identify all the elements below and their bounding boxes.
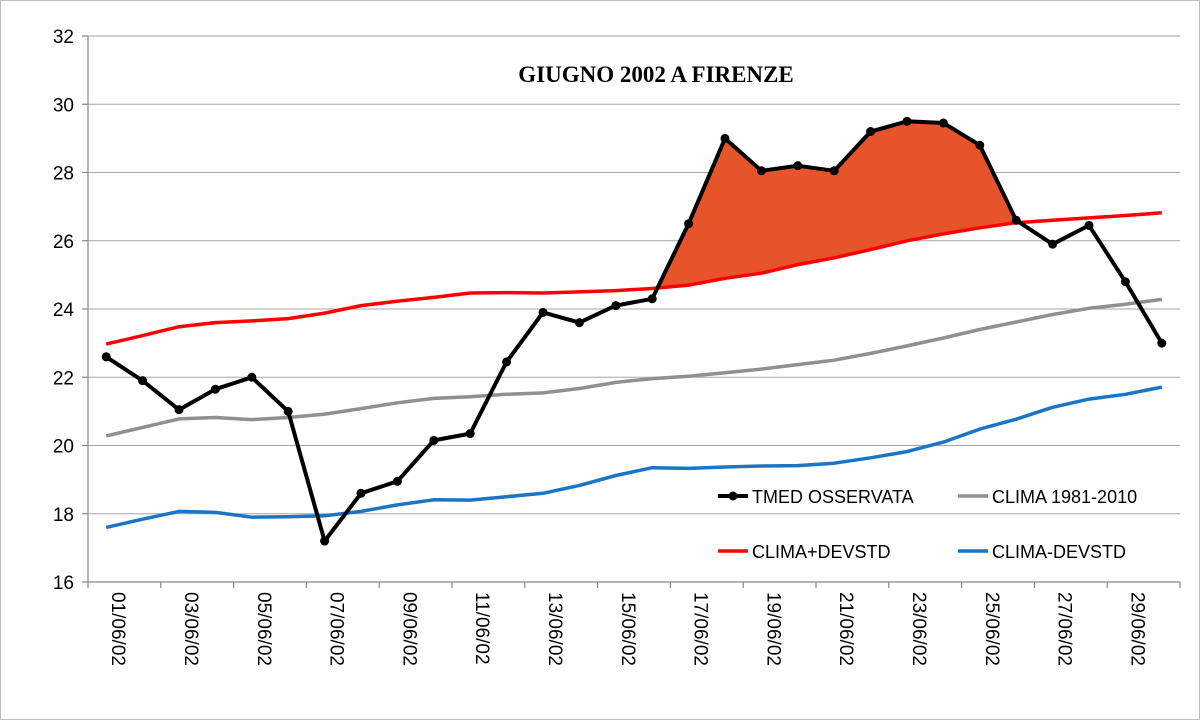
legend-item-clima-devstd: CLIMA-DEVSTD [958,542,1126,562]
series-tmed-osservata [101,116,1167,546]
x-tick-label: 15/06/02 [617,592,638,666]
legend-item-clima-devstd: CLIMA+DEVSTD [718,542,891,562]
series-clima-1981-2010 [105,297,1163,438]
data-point [574,318,584,328]
data-point [174,405,184,415]
data-point [902,116,912,126]
data-point [247,372,257,382]
data-point [283,406,293,416]
legend-label: CLIMA+DEVSTD [752,542,891,562]
y-tick-labels: 16 18 20 22 24 26 28 30 32 [53,27,75,594]
data-point [210,384,220,394]
y-tick-label: 26 [53,232,74,253]
data-point [1011,215,1021,225]
series-clima-devstd [105,385,1163,530]
y-tick-label: 22 [53,368,74,389]
data-point [647,294,657,304]
data-point [1157,338,1167,348]
axes [82,35,1181,588]
data-point [1048,239,1058,249]
x-tick-label: 07/06/02 [326,592,347,666]
series-line-tmed-osservata [105,119,1164,544]
legend-label: CLIMA 1981-2010 [992,487,1137,507]
y-tick-label: 30 [53,95,74,116]
x-tick-label: 11/06/02 [471,592,492,665]
data-point [356,488,366,498]
x-tick-label: 03/06/02 [180,592,201,666]
x-tick-label: 27/06/02 [1054,592,1075,666]
x-tick-label: 09/06/02 [398,592,419,666]
highlight-area [657,121,1020,288]
legend-item-clima-1981-2010: CLIMA 1981-2010 [958,487,1137,507]
series-lines [101,116,1167,546]
series-line-clima-devstd [105,385,1163,530]
data-point [1120,277,1130,287]
legend-label: TMED OSSERVATA [752,487,914,507]
y-tick-label: 24 [53,300,75,321]
x-tick-label: 23/06/02 [908,592,929,666]
x-tick-label: 19/06/02 [762,592,783,666]
x-tick-label: 05/06/02 [253,592,274,666]
y-tick-label: 16 [53,573,74,594]
x-tick-label: 25/06/02 [981,592,1002,666]
legend-item-tmed-osservata: TMED OSSERVATA [718,487,914,507]
data-point [829,166,839,176]
chart-title: GIUGNO 2002 A FIRENZE [518,62,793,87]
series-line-clima-devstd [105,211,1162,346]
y-tick-label: 20 [53,437,74,458]
data-point [938,118,948,128]
data-point [138,376,148,386]
data-point [684,219,694,229]
x-tick-label: 13/06/02 [544,592,565,666]
data-point [756,166,766,176]
legend-label: CLIMA-DEVSTD [992,542,1126,562]
data-point [975,140,985,150]
series-line-clima-1981-2010 [105,297,1163,438]
data-point [611,301,621,311]
x-tick-label: 29/06/02 [1126,592,1147,666]
y-tick-label: 18 [53,505,74,526]
y-tick-label: 32 [53,27,74,48]
data-point [1084,220,1094,230]
x-tick-label: 01/06/02 [107,592,128,666]
series-clima-devstd [105,211,1162,346]
data-point [320,536,330,546]
data-point [465,429,475,439]
x-tick-labels: 01/06/02 03/06/02 05/06/02 07/06/02 09/06/02… [107,592,1147,666]
legend-marker [728,491,738,501]
data-point [538,307,548,317]
data-point [101,352,111,362]
data-point [866,127,876,137]
y-tick-label: 28 [53,164,74,185]
grid-lines [88,35,1180,515]
data-point [502,357,512,367]
x-tick-label: 21/06/02 [835,592,856,666]
data-point [392,476,402,486]
data-point [720,133,730,143]
highlight-fill [657,121,1020,288]
data-point [793,161,803,171]
data-point [429,435,439,445]
x-tick-label: 17/06/02 [690,592,711,666]
legend: TMED OSSERVATA CLIMA 1981-2010 CLIMA+DEVST… [718,487,1137,562]
